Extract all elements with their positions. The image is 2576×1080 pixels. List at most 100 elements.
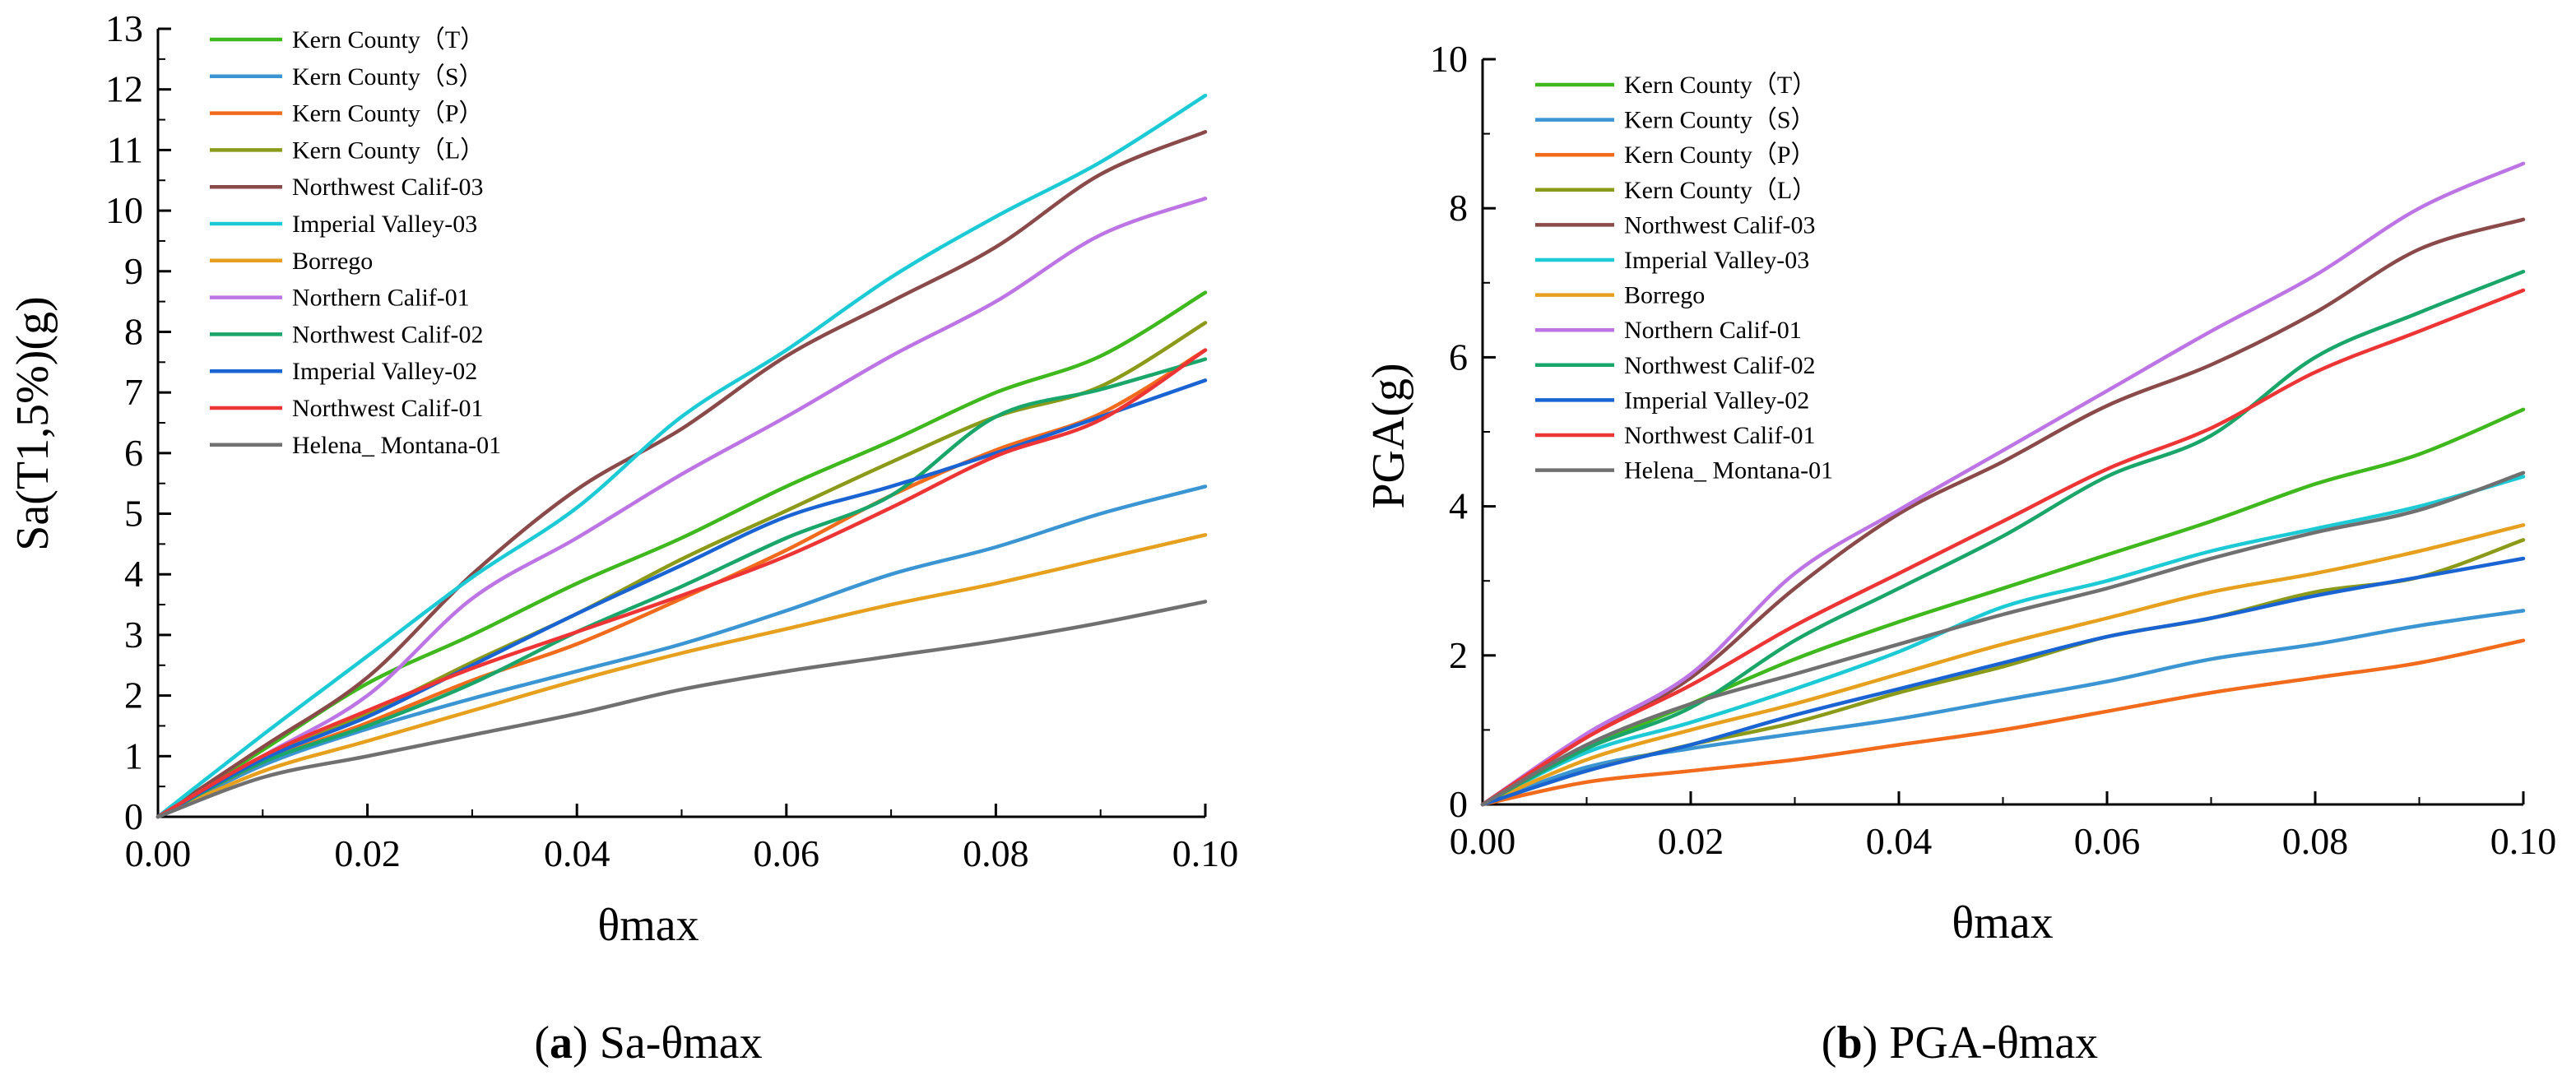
chart-b-legend-label: Kern County（T） bbox=[1624, 72, 1817, 99]
chart-a-x-tick-label: 0.10 bbox=[1172, 832, 1239, 874]
chart-a-y-tick-label: 7 bbox=[124, 371, 143, 413]
chart-a-ylabel: Sa(T1,5%)(g) bbox=[7, 296, 58, 550]
chart-b-series-line-1 bbox=[1480, 407, 2526, 807]
chart-panel-a: Sa(T1,5%)(g) θmax 0123456789101112130.00… bbox=[7, 7, 1238, 951]
caption-b-text: PGA-θmax bbox=[1889, 1017, 2098, 1068]
chart-b-legend-item: Northern Calif-01 bbox=[1535, 317, 1802, 344]
chart-b-series-line-9 bbox=[1480, 269, 2526, 807]
chart-b-legend-label: Helena_ Montana-01 bbox=[1624, 457, 1833, 484]
chart-b-legend-label: Northwest Calif-02 bbox=[1624, 352, 1815, 379]
chart-a-series-line-9 bbox=[155, 357, 1208, 819]
chart-b-legend-label: Borrego bbox=[1624, 282, 1705, 309]
chart-b-xlabel: θmax bbox=[1952, 897, 2053, 948]
chart-a-y-tick-label: 5 bbox=[124, 493, 143, 535]
chart-b-ylabel: PGA(g) bbox=[1363, 363, 1414, 508]
chart-a-legend-label: Northern Calif-01 bbox=[292, 285, 470, 312]
chart-a-legend: Kern County（T） Kern County（S） Kern County（… bbox=[210, 26, 501, 459]
chart-a-y-tick-label: 6 bbox=[124, 432, 143, 474]
chart-a-series-line-10 bbox=[155, 378, 1208, 819]
chart-b-legend-item: Northwest Calif-03 bbox=[1535, 211, 1815, 239]
chart-b-x-tick-label: 0.02 bbox=[1658, 820, 1724, 862]
chart-a-y-tick-label: 3 bbox=[124, 614, 143, 656]
chart-a-x-tick-label: 0.04 bbox=[544, 832, 610, 874]
chart-b-series-line-11 bbox=[1480, 288, 2526, 807]
chart-b-y-tick-label: 0 bbox=[1449, 783, 1468, 825]
chart-b-series-line-10 bbox=[1480, 556, 2526, 807]
caption-b: (b) PGA-θmax bbox=[1822, 1017, 2098, 1068]
chart-b-legend-label: Kern County（P） bbox=[1624, 141, 1816, 169]
chart-a-x-tick-label: 0.06 bbox=[754, 832, 820, 874]
chart-a-legend-item: Borrego bbox=[210, 248, 373, 275]
chart-a-y-tick-label: 1 bbox=[124, 735, 143, 776]
chart-a-legend-label: Northwest Calif-01 bbox=[292, 395, 483, 422]
chart-b-series-line-12 bbox=[1480, 470, 2526, 807]
chart-a-series-line-4 bbox=[155, 321, 1208, 819]
chart-a-legend-item: Helena_ Montana-01 bbox=[210, 432, 501, 459]
chart-a-legend-item: Northwest Calif-02 bbox=[210, 321, 483, 348]
chart-b-series-line-8 bbox=[1480, 161, 2526, 807]
chart-b-x-tick-label: 0.08 bbox=[2282, 820, 2349, 862]
chart-a-series-group bbox=[155, 93, 1208, 819]
chart-a-y-tick-label: 10 bbox=[105, 189, 143, 231]
chart-a-legend-item: Northern Calif-01 bbox=[210, 285, 470, 312]
caption-a-letter: a bbox=[550, 1017, 573, 1068]
chart-b-x-tick-label: 0.04 bbox=[1866, 820, 1933, 862]
chart-a-y-tick-label: 13 bbox=[105, 7, 143, 49]
chart-a-series-line-8 bbox=[155, 197, 1208, 819]
chart-a-y-tick-label: 2 bbox=[124, 674, 143, 716]
chart-a-y-tick-label: 0 bbox=[124, 795, 143, 837]
chart-a-legend-item: Kern County（T） bbox=[210, 26, 485, 53]
chart-a-y-tick-label: 8 bbox=[124, 310, 143, 352]
chart-b-legend-item: Kern County（L） bbox=[1535, 177, 1817, 204]
chart-b-legend-item: Northwest Calif-01 bbox=[1535, 422, 1815, 449]
chart-b-y-tick-label: 8 bbox=[1449, 187, 1468, 229]
chart-b-x-tick-label: 0.10 bbox=[2490, 820, 2557, 862]
chart-b-legend-item: Kern County（P） bbox=[1535, 141, 1816, 169]
chart-a-x-tick-label: 0.08 bbox=[963, 832, 1029, 874]
chart-a-legend-label: Kern County（T） bbox=[292, 26, 485, 53]
chart-a-legend-label: Kern County（L） bbox=[292, 137, 485, 164]
chart-b-legend-item: Kern County（S） bbox=[1535, 107, 1816, 134]
chart-a-series-line-3 bbox=[155, 348, 1208, 819]
chart-b-legend-label: Kern County（L） bbox=[1624, 177, 1817, 204]
chart-b-legend-label: Kern County（S） bbox=[1624, 107, 1816, 134]
chart-b-y-tick-label: 10 bbox=[1430, 38, 1468, 80]
caption-a-text: Sa-θmax bbox=[600, 1017, 763, 1068]
chart-a-series-line-6 bbox=[155, 93, 1208, 819]
chart-b-legend-item: Helena_ Montana-01 bbox=[1535, 457, 1833, 484]
chart-b-legend-item: Kern County（T） bbox=[1535, 72, 1817, 99]
chart-a-legend-label: Northwest Calif-02 bbox=[292, 321, 483, 348]
chart-a-legend-item: Kern County（P） bbox=[210, 100, 484, 127]
chart-b-series-line-7 bbox=[1480, 523, 2526, 807]
chart-a-legend-label: Kern County（P） bbox=[292, 100, 484, 127]
chart-a-y-tick-label: 12 bbox=[105, 68, 143, 110]
chart-a-y-tick-label: 9 bbox=[124, 250, 143, 292]
chart-a-legend-item: Imperial Valley-02 bbox=[210, 358, 477, 385]
chart-a-legend-label: Imperial Valley-02 bbox=[292, 358, 477, 385]
chart-a-x-tick-label: 0.00 bbox=[125, 832, 192, 874]
chart-b-legend-label: Northwest Calif-03 bbox=[1624, 211, 1815, 239]
chart-b-legend-label: Imperial Valley-03 bbox=[1624, 247, 1809, 274]
chart-b-legend-label: Imperial Valley-02 bbox=[1624, 387, 1809, 414]
chart-b-y-tick-label: 6 bbox=[1449, 336, 1468, 378]
chart-a-xlabel: θmax bbox=[597, 900, 699, 951]
chart-a-series-line-12 bbox=[155, 600, 1208, 819]
chart-b-legend-item: Borrego bbox=[1535, 282, 1705, 309]
chart-a-y-tick-label: 11 bbox=[107, 128, 143, 170]
chart-b-series-line-5 bbox=[1480, 217, 2526, 807]
chart-b-legend-item: Imperial Valley-02 bbox=[1535, 387, 1809, 414]
chart-a-x-tick-label: 0.02 bbox=[334, 832, 401, 874]
chart-a-legend-item: Northwest Calif-03 bbox=[210, 174, 483, 201]
chart-a-series-line-7 bbox=[155, 533, 1208, 819]
chart-a-legend-label: Northwest Calif-03 bbox=[292, 174, 483, 201]
chart-b-legend: Kern County（T） Kern County（S） Kern County（… bbox=[1535, 72, 1833, 484]
chart-b-x-tick-label: 0.00 bbox=[1450, 820, 1516, 862]
chart-b-series-group bbox=[1480, 161, 2526, 807]
chart-a-legend-label: Imperial Valley-03 bbox=[292, 211, 477, 238]
chart-a-legend-label: Borrego bbox=[292, 248, 373, 275]
chart-b-series-line-3 bbox=[1480, 638, 2526, 807]
chart-a-series-line-5 bbox=[155, 130, 1208, 819]
chart-b-legend-label: Northern Calif-01 bbox=[1624, 317, 1802, 344]
